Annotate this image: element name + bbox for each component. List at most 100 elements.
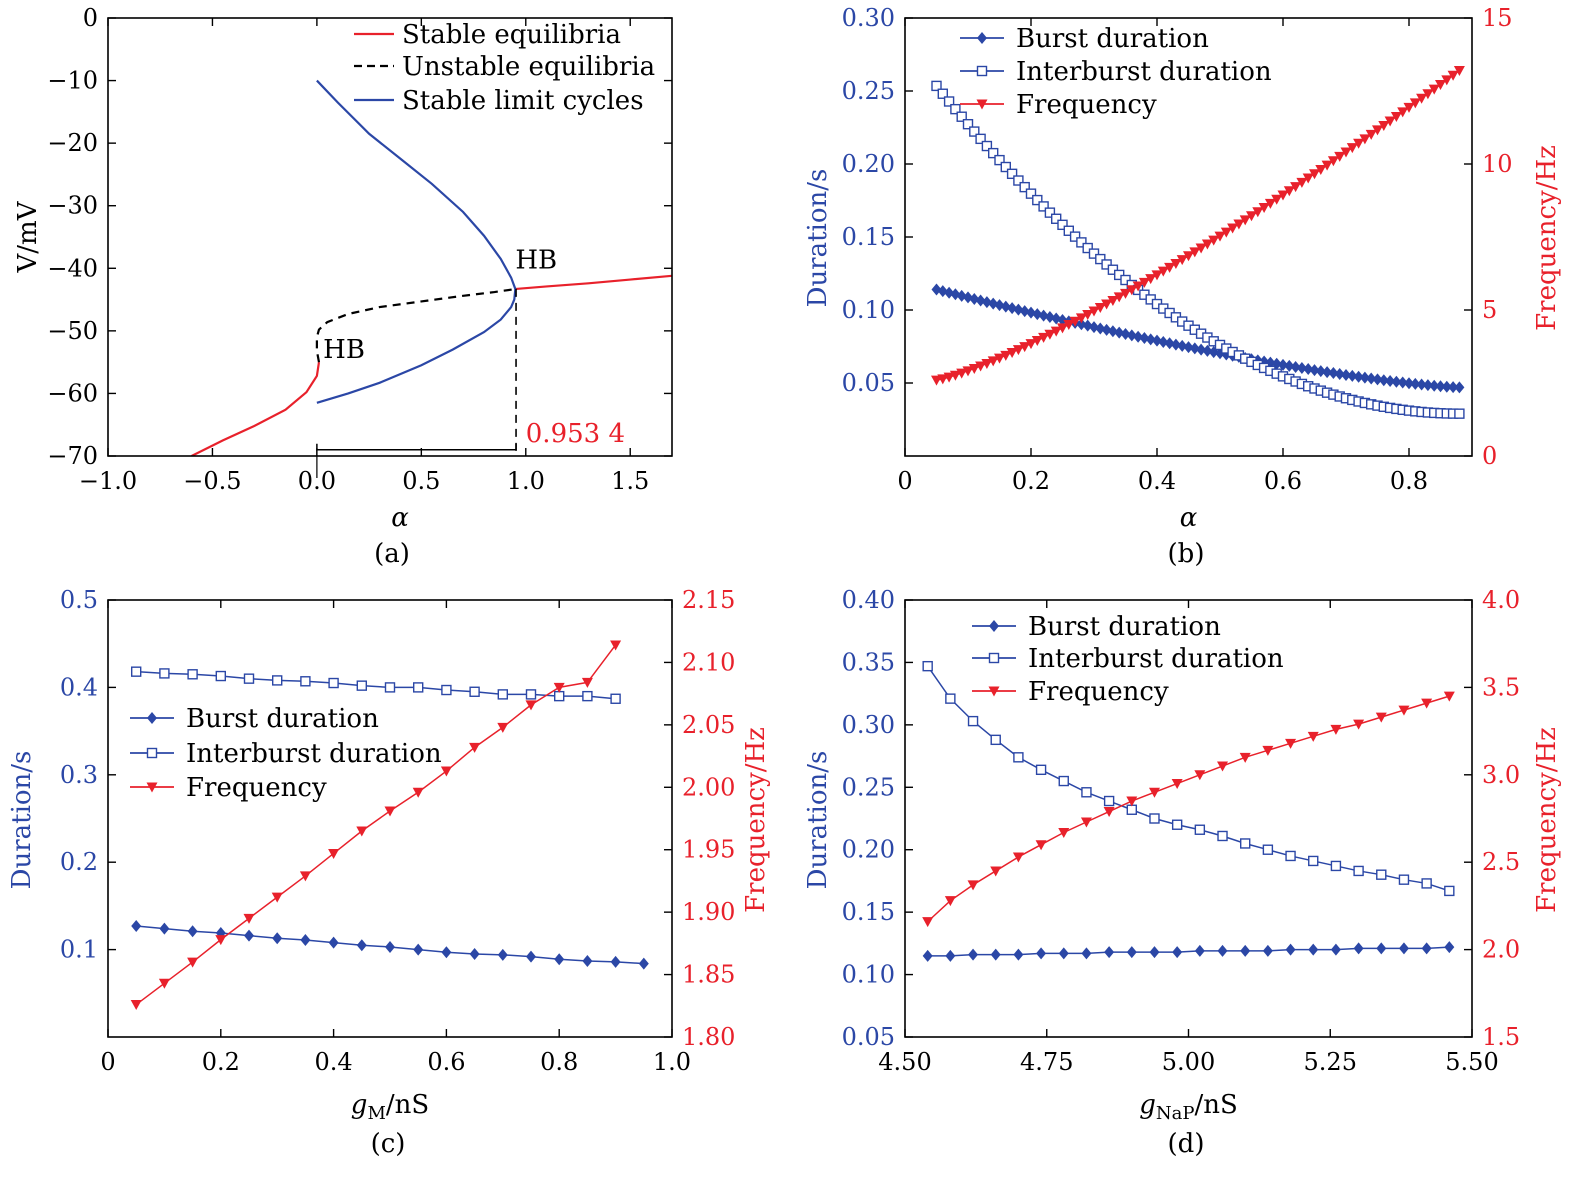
- interburst-duration-point: [1081, 787, 1092, 798]
- interburst-duration-point: [988, 147, 999, 159]
- y2-tick-label: 2.00: [682, 773, 735, 801]
- frequency-point: [1327, 156, 1339, 167]
- legend-marker-2: [146, 782, 158, 793]
- y2-tick-label: 2.05: [682, 711, 735, 739]
- y2-tick-label: 1.80: [682, 1023, 735, 1051]
- x-tick-label: −1.0: [79, 467, 137, 495]
- frequency-point: [1050, 326, 1062, 337]
- y2-axis-label: Frequency/Hz: [1532, 727, 1562, 913]
- frequency-point: [1227, 223, 1239, 234]
- series-stable-equilibria-0: [191, 361, 321, 456]
- burst-duration-point: [1104, 946, 1115, 959]
- frequency-point: [1321, 160, 1333, 171]
- y2-tick-label: 3.0: [1482, 761, 1520, 789]
- frequency-point: [1409, 98, 1421, 109]
- interburst-duration-point: [950, 103, 961, 115]
- burst-duration-point: [1095, 322, 1106, 335]
- y2-tick-label: 5: [1482, 296, 1497, 324]
- interburst-duration-point: [945, 693, 956, 704]
- interburst-duration-point: [1082, 242, 1093, 254]
- interburst-duration-point: [1398, 874, 1410, 885]
- frequency-point: [581, 677, 593, 688]
- frequency-point: [1120, 288, 1131, 299]
- frequency-point: [1390, 111, 1402, 122]
- y-tick-label: −60: [47, 379, 98, 407]
- burst-duration-point: [1172, 946, 1183, 959]
- x-axis-label-unit: /nS: [386, 1090, 429, 1120]
- x-tick-label: 0.2: [1012, 467, 1050, 495]
- frequency-point: [1271, 194, 1283, 205]
- x-tick-label: 5.25: [1304, 1048, 1357, 1076]
- x-tick-label: 5.50: [1445, 1048, 1498, 1076]
- frequency-point: [1239, 215, 1251, 226]
- burst-duration-point: [963, 291, 973, 304]
- interburst-duration-point: [1050, 213, 1062, 224]
- series-line-frequency: [135, 644, 617, 1006]
- frequency-point: [1302, 173, 1314, 184]
- y-tick-label: 0.15: [842, 223, 895, 251]
- burst-duration-point: [1421, 942, 1432, 955]
- burst-duration-point: [975, 294, 986, 307]
- interburst-duration-point: [1103, 795, 1115, 807]
- interburst-duration-point: [1057, 219, 1068, 231]
- frequency-point: [1063, 320, 1075, 331]
- y2-axis-label: Frequency/Hz: [1532, 145, 1562, 331]
- frequency-point: [356, 826, 368, 837]
- frequency-point: [243, 913, 255, 924]
- x-tick-label: 4.75: [1020, 1048, 1073, 1076]
- burst-duration-point: [159, 922, 170, 935]
- interburst-duration-point: [187, 669, 198, 680]
- frequency-point: [1428, 84, 1440, 95]
- guide-bracket: [316, 443, 517, 451]
- interburst-duration-point: [272, 675, 283, 686]
- frequency-point: [1283, 186, 1295, 197]
- series-line-frequency: [927, 695, 1450, 923]
- frequency-point: [1069, 316, 1081, 327]
- interburst-duration-point: [554, 690, 565, 702]
- y-tick-label: 0.25: [842, 773, 895, 801]
- frequency-point: [1315, 164, 1327, 175]
- frequency-point: [1214, 231, 1226, 242]
- legend-label-0: Stable equilibria: [402, 20, 621, 50]
- frequency-point: [1334, 151, 1346, 162]
- y2-tick-label: 2.10: [682, 648, 735, 676]
- frequency-point: [1246, 211, 1257, 222]
- series-frequency: [130, 640, 622, 1011]
- frequency-point: [1264, 198, 1276, 209]
- frequency-point: [1372, 125, 1383, 136]
- frequency-point: [1258, 203, 1270, 214]
- interburst-duration-point: [1000, 161, 1011, 173]
- burst-duration-point: [1322, 366, 1333, 379]
- frequency-point: [1416, 93, 1428, 104]
- frequency-point: [1145, 274, 1157, 285]
- interburst-duration-point: [990, 734, 1001, 746]
- interburst-duration-point: [1035, 764, 1047, 776]
- y2-tick-label: 0: [1482, 442, 1497, 470]
- frequency-point: [981, 358, 993, 369]
- interburst-duration-point: [1194, 824, 1206, 835]
- interburst-duration-point: [1101, 259, 1112, 270]
- legend-label-0: Burst duration: [186, 704, 379, 734]
- frequency-point: [1365, 129, 1377, 140]
- y2-tick-label: 2.0: [1482, 936, 1520, 964]
- y-tick-label: 0.10: [842, 296, 895, 324]
- burst-duration-point: [1032, 308, 1043, 321]
- frequency-point: [1157, 266, 1169, 277]
- frequency-point: [271, 892, 283, 903]
- burst-duration-point: [1341, 368, 1351, 381]
- interburst-duration-point: [967, 715, 979, 727]
- burst-duration-point: [1454, 381, 1465, 394]
- burst-duration-point: [1126, 946, 1137, 959]
- frequency-point: [1307, 731, 1319, 742]
- x-tick-label: 1.0: [507, 467, 545, 495]
- frequency-point: [1148, 787, 1160, 798]
- legend-label-2: Frequency: [186, 773, 327, 803]
- burst-duration-point: [1448, 381, 1459, 394]
- y-tick-label: 0.30: [842, 711, 895, 739]
- frequency-point: [1217, 761, 1229, 772]
- frequency-point: [1103, 807, 1115, 818]
- frequency-point: [328, 848, 340, 859]
- interburst-duration-point: [610, 693, 621, 704]
- y-tick-label: 0.1: [60, 936, 98, 964]
- panel-caption: (b): [1168, 539, 1205, 569]
